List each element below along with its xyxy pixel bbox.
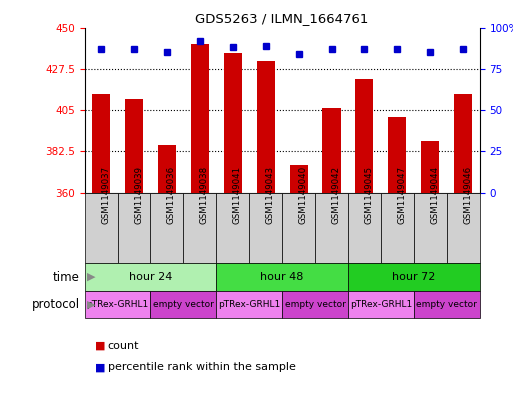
Bar xyxy=(454,94,472,193)
Bar xyxy=(447,193,480,263)
Bar xyxy=(191,44,209,193)
Bar xyxy=(414,291,480,318)
Bar xyxy=(256,61,275,193)
Text: ■: ■ xyxy=(95,341,105,351)
Text: GSM1149041: GSM1149041 xyxy=(233,165,242,224)
Bar xyxy=(216,263,348,291)
Bar xyxy=(216,291,282,318)
Bar xyxy=(224,53,242,193)
Text: GSM1149038: GSM1149038 xyxy=(200,165,209,224)
Text: GSM1149040: GSM1149040 xyxy=(299,165,308,224)
Text: GSM1149046: GSM1149046 xyxy=(463,165,472,224)
Text: empty vector: empty vector xyxy=(285,300,345,309)
Bar xyxy=(356,79,373,193)
Bar xyxy=(92,94,110,193)
Bar xyxy=(150,291,216,318)
Text: empty vector: empty vector xyxy=(417,300,477,309)
Text: GSM1149047: GSM1149047 xyxy=(398,165,406,224)
Text: count: count xyxy=(108,341,139,351)
Bar xyxy=(348,291,414,318)
Text: empty vector: empty vector xyxy=(153,300,214,309)
Text: pTRex-GRHL1: pTRex-GRHL1 xyxy=(350,300,412,309)
Text: hour 48: hour 48 xyxy=(261,272,304,282)
Bar xyxy=(125,99,143,193)
Bar xyxy=(85,193,117,263)
Text: ▶: ▶ xyxy=(87,299,96,310)
Bar xyxy=(289,165,308,193)
Text: ■: ■ xyxy=(95,362,105,373)
Text: GSM1149043: GSM1149043 xyxy=(266,165,274,224)
Text: GSM1149036: GSM1149036 xyxy=(167,165,176,224)
Bar xyxy=(323,108,341,193)
Bar xyxy=(421,141,439,193)
Bar xyxy=(150,193,184,263)
Bar xyxy=(183,193,216,263)
Text: percentile rank within the sample: percentile rank within the sample xyxy=(108,362,295,373)
Bar xyxy=(315,193,348,263)
Bar xyxy=(348,193,381,263)
Text: hour 72: hour 72 xyxy=(392,272,436,282)
Bar xyxy=(282,193,315,263)
Text: pTRex-GRHL1: pTRex-GRHL1 xyxy=(218,300,281,309)
Text: GSM1149045: GSM1149045 xyxy=(364,165,373,224)
Bar xyxy=(249,193,282,263)
Bar xyxy=(117,193,150,263)
Text: hour 24: hour 24 xyxy=(129,272,172,282)
Text: pTRex-GRHL1: pTRex-GRHL1 xyxy=(86,300,149,309)
Bar xyxy=(414,193,447,263)
Title: GDS5263 / ILMN_1664761: GDS5263 / ILMN_1664761 xyxy=(195,12,369,25)
Bar xyxy=(85,291,150,318)
Bar xyxy=(216,193,249,263)
Bar xyxy=(388,118,406,193)
Text: GSM1149037: GSM1149037 xyxy=(101,165,110,224)
Bar xyxy=(85,263,216,291)
Text: ▶: ▶ xyxy=(87,272,96,282)
Text: GSM1149044: GSM1149044 xyxy=(430,165,439,224)
Bar xyxy=(348,263,480,291)
Bar xyxy=(381,193,414,263)
Bar xyxy=(282,291,348,318)
Text: protocol: protocol xyxy=(31,298,80,311)
Text: GSM1149039: GSM1149039 xyxy=(134,166,143,224)
Text: GSM1149042: GSM1149042 xyxy=(331,165,341,224)
Bar xyxy=(158,145,176,193)
Text: time: time xyxy=(53,270,80,284)
